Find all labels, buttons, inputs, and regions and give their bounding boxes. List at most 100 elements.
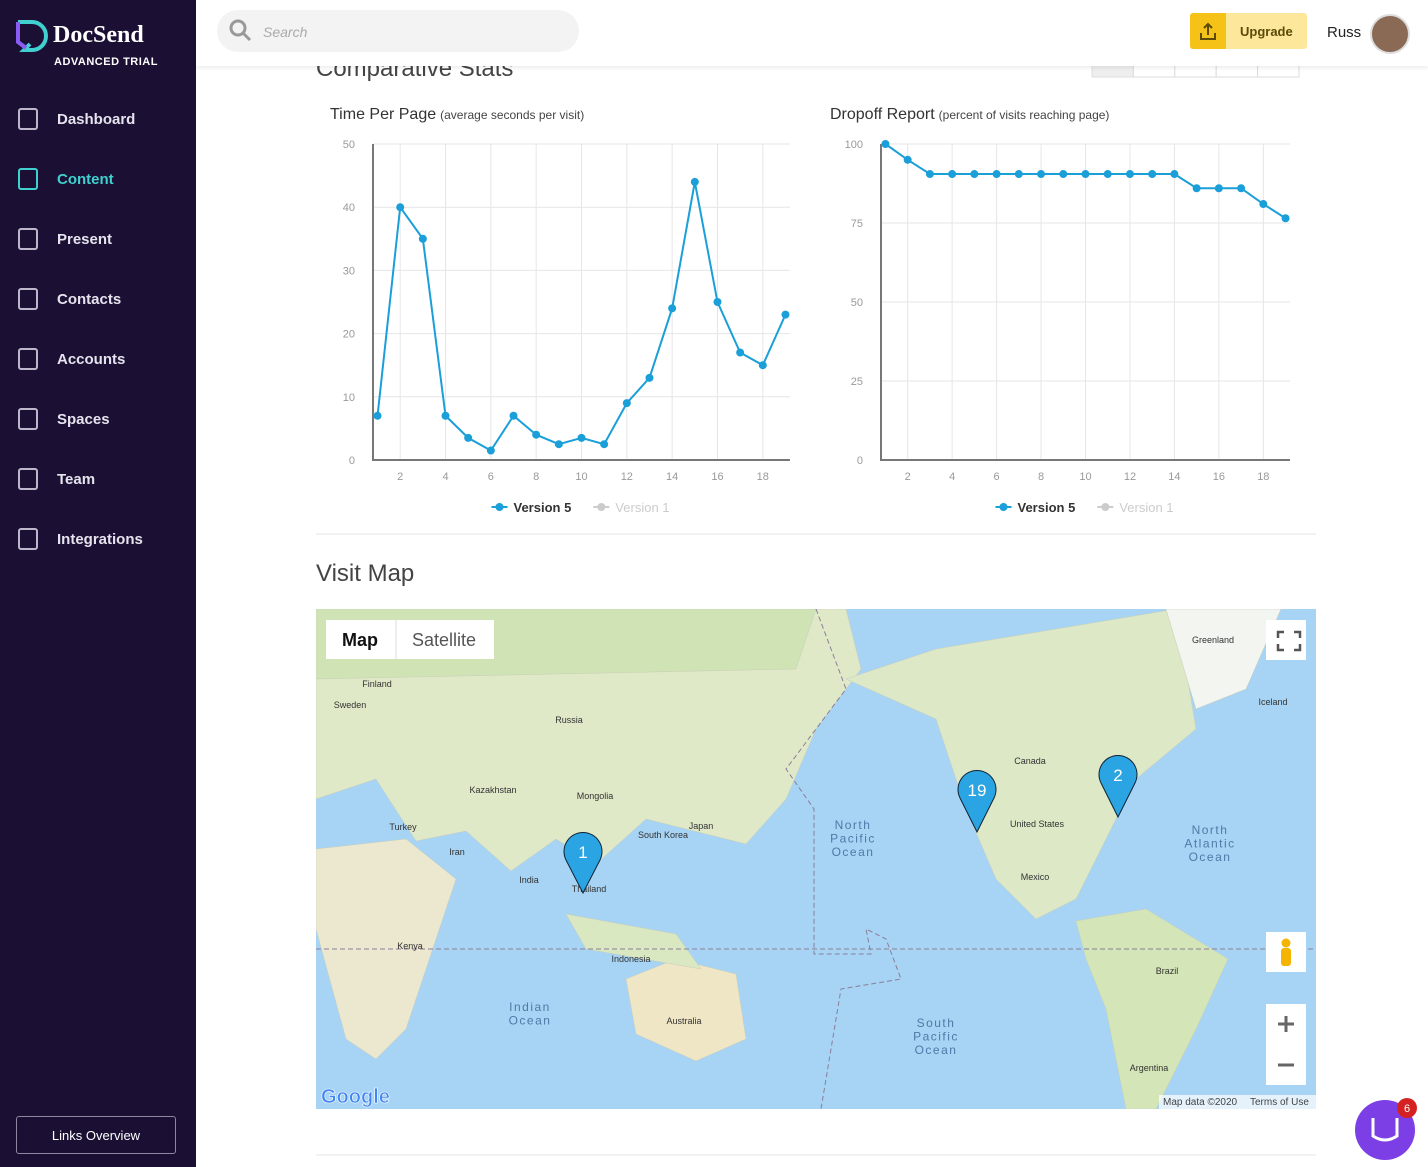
map-label: Thailand [572,884,607,894]
point [781,310,790,319]
point [903,155,912,164]
map-label: Finland [362,679,392,689]
nav-item[interactable]: Dashboard [0,100,196,140]
ocean-label: North Pacific Ocean [830,818,876,859]
search-box[interactable]: Search [217,10,579,52]
nav-item[interactable]: Present [0,220,196,260]
map-type-control [326,620,494,659]
fullscreen-button[interactable] [1266,620,1306,660]
y-tick-label: 100 [845,139,863,151]
map-label: Russia [555,715,583,725]
nav-label: Content [57,171,114,188]
legend-label: Version 5 [1018,500,1076,515]
y-tick-label: 10 [343,392,355,404]
point [532,430,541,439]
nav-item[interactable]: Integrations [0,520,196,560]
brand: DocSend [53,22,144,48]
header: Search Upgrade Russ [196,0,1428,66]
ocean-label: Indian Ocean [509,1000,552,1028]
point [713,298,722,306]
nav-label: Dashboard [57,111,136,128]
x-tick-label: 10 [1079,471,1091,483]
point [948,170,957,179]
nav-label: Contacts [57,291,122,308]
x-tick-label: 8 [533,471,539,483]
attribution: Map data ©2020 [1163,1097,1238,1108]
map-label: Brazil [1156,966,1179,976]
x-tick-label: 8 [1038,471,1044,483]
x-tick-label: 12 [1124,471,1136,483]
nav-icon [18,408,38,430]
upload-icon [1200,22,1216,40]
x-tick-label: 18 [757,471,769,483]
nav-item[interactable]: Team [0,460,196,500]
point [1037,170,1046,179]
x-tick-label: 16 [711,471,723,483]
point [1281,214,1290,223]
point [690,177,699,186]
point [373,411,382,420]
avatar[interactable] [1370,14,1410,54]
map-label: Iran [449,847,465,857]
nav-label: Present [57,231,113,248]
logo [16,20,48,52]
point [1148,170,1157,179]
pegman-body [1281,948,1291,966]
map-label: United States [1010,819,1065,829]
map-label: Greenland [1192,635,1234,645]
date-line [785,609,902,1109]
point [396,203,405,212]
point [925,170,934,179]
point [1103,170,1112,179]
map-tab[interactable]: Map [342,630,378,650]
pin-label: 1 [578,843,587,862]
map-label: Indonesia [611,954,650,964]
axis [880,144,1290,461]
user-name[interactable]: Russ [1327,24,1362,41]
legend-symbol [999,503,1008,511]
map-label: Argentina [1130,1063,1169,1073]
x-tick-label: 14 [1168,471,1180,483]
map-label: Kenya [397,941,423,951]
map-label: Japan [689,821,714,831]
google-logo: Google [321,1086,390,1108]
nav-icon [18,108,38,130]
nav-item[interactable]: Spaces [0,400,196,440]
nav-item[interactable]: Content [0,160,196,200]
map-label: Canada [1014,756,1046,766]
nav-item[interactable]: Contacts [0,280,196,320]
map-label: Iceland [1258,697,1287,707]
upgrade-button[interactable]: Upgrade [1190,13,1307,49]
chart-title: Dropoff Report [830,106,935,123]
x-tick-label: 4 [442,471,448,483]
map-label: India [519,875,539,885]
y-tick-label: 75 [851,218,863,230]
point [1170,170,1179,179]
point [600,440,609,449]
point [1214,184,1223,193]
sidebar: DocSend ADVANCED TRIAL Dashboard Content P… [0,0,196,1167]
point [668,304,677,313]
map-pin [957,770,997,834]
x-tick-label: 4 [949,471,955,483]
terms-link[interactable]: Terms of Use [1250,1097,1309,1108]
search-placeholder: Search [263,24,308,40]
y-tick-label: 0 [857,455,863,467]
x-tick-label: 6 [994,471,1000,483]
section-title: Visit Map [316,560,414,587]
point [1059,170,1068,179]
map-pin [563,832,603,895]
nav-item[interactable]: Accounts [0,340,196,380]
land [1075,908,1229,1109]
map-tab[interactable]: Satellite [412,630,476,650]
point [736,348,745,357]
x-tick-label: 6 [488,471,494,483]
point [486,446,495,455]
nav-icon [18,168,38,190]
links-overview-button[interactable]: Links Overview [16,1116,176,1154]
map-label: South Korea [638,830,688,840]
x-tick-label: 14 [666,471,678,483]
nav-label: Spaces [57,411,110,428]
